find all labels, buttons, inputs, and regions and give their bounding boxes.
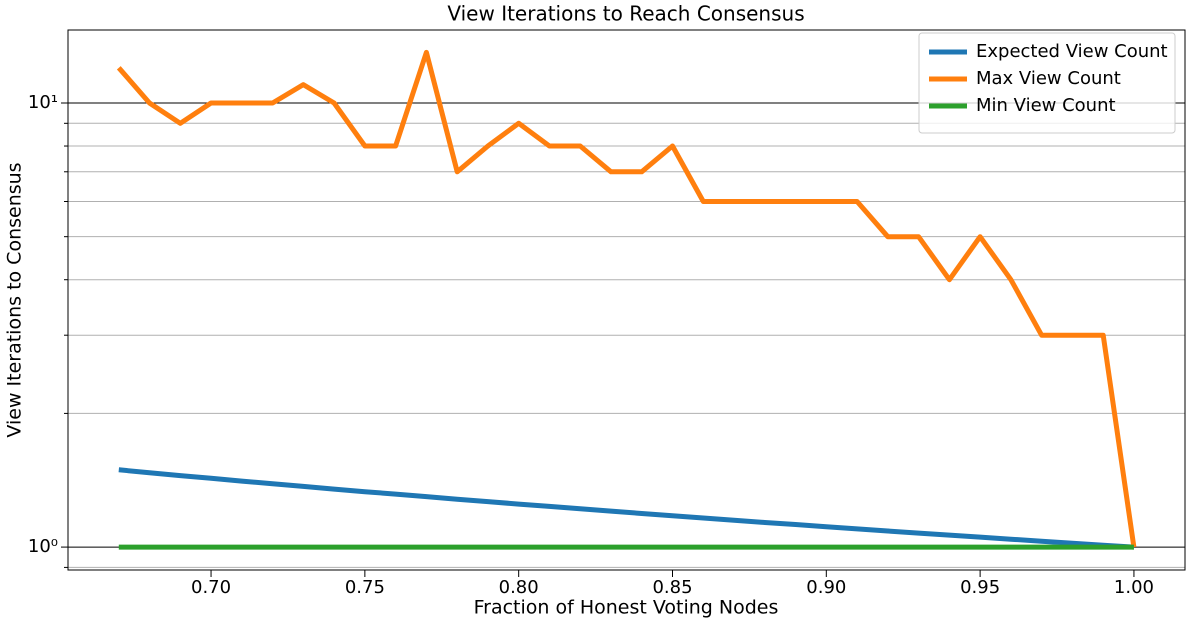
chart-title: View Iterations to Reach Consensus: [447, 2, 804, 26]
y-tick-label: 10¹: [28, 92, 58, 113]
x-tick-label: 0.80: [499, 577, 539, 598]
x-tick-label: 0.85: [652, 577, 692, 598]
x-tick-label: 0.75: [345, 577, 385, 598]
x-tick-label: 0.90: [806, 577, 846, 598]
legend-label: Max View Count: [976, 68, 1121, 89]
data-line: [116, 49, 1137, 548]
x-tick-label: 0.95: [960, 577, 1000, 598]
legend: Expected View Count Max View Count Min Vie…: [918, 32, 1176, 134]
plot-frame: [67, 29, 1186, 571]
legend-box: [918, 32, 1176, 134]
legend-label: Expected View Count: [976, 41, 1168, 62]
legend-label: Min View Count: [976, 95, 1116, 116]
y-tick-label: 10⁰: [28, 536, 58, 557]
x-tick-label: 0.70: [191, 577, 231, 598]
data-line: [118, 467, 1135, 550]
y-axis-label: View Iterations to Consensus: [4, 162, 26, 437]
x-axis-label: Fraction of Honest Voting Nodes: [474, 597, 779, 619]
x-tick-label: 1.00: [1114, 577, 1154, 598]
